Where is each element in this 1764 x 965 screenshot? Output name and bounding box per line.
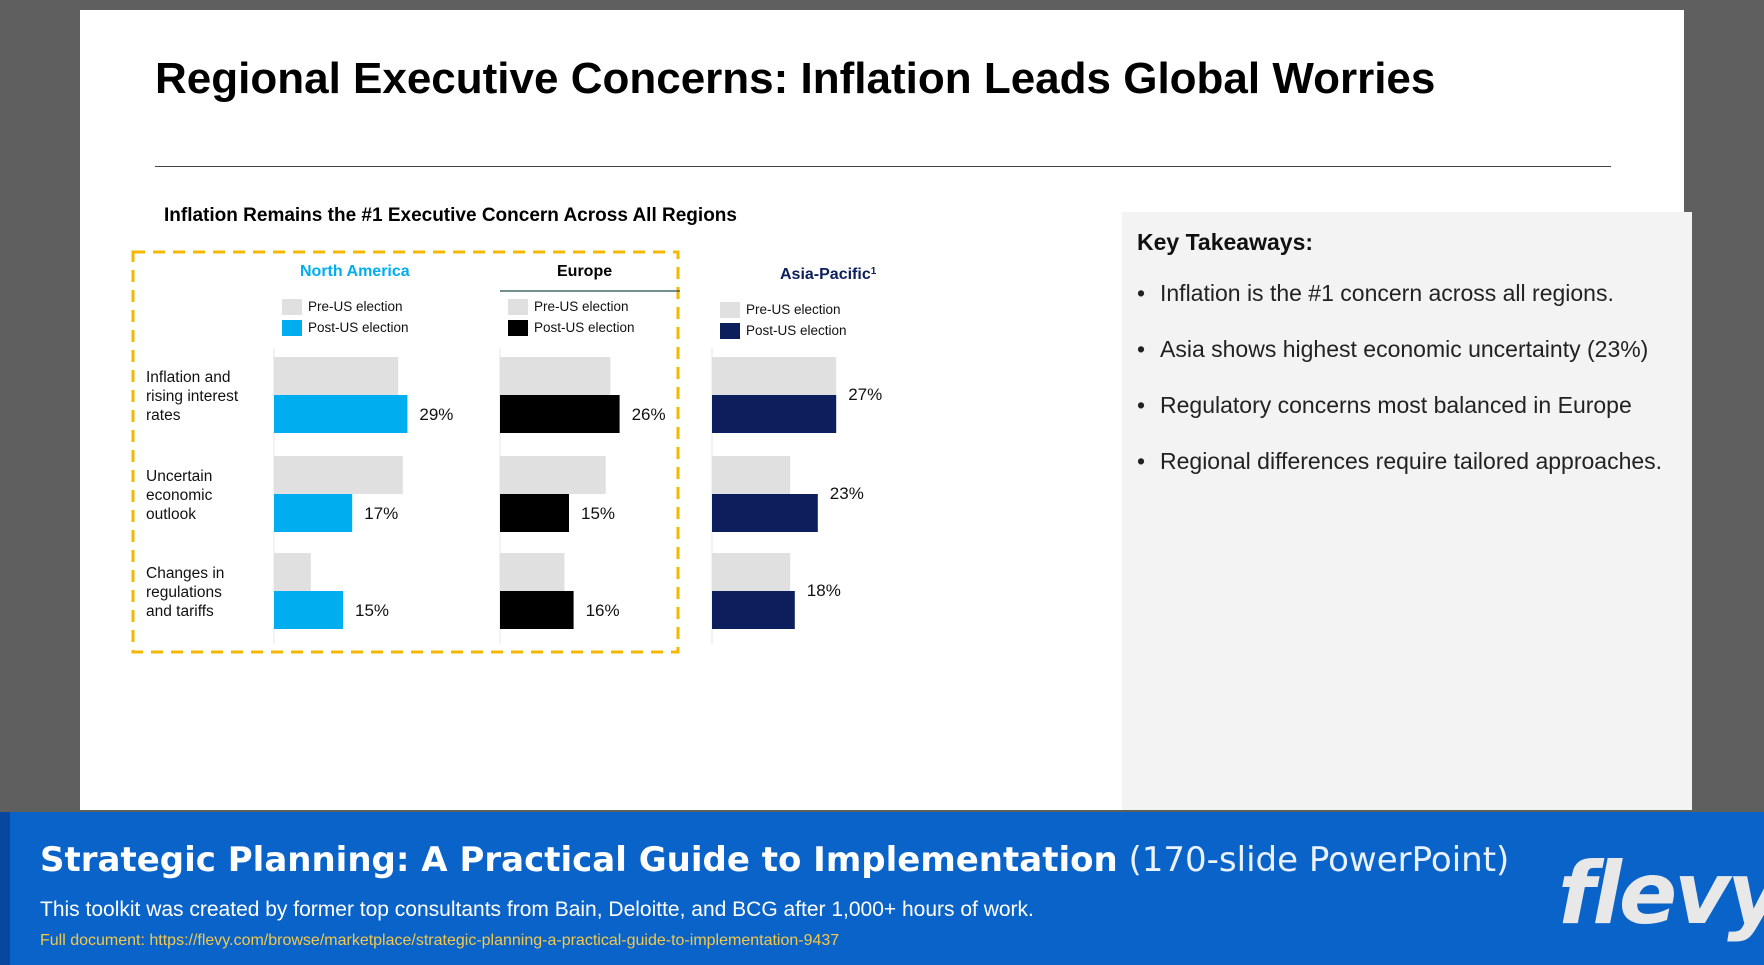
category-label: Uncertain bbox=[146, 468, 212, 485]
data-label: 17% bbox=[364, 504, 398, 523]
data-label: 16% bbox=[586, 601, 620, 620]
bar-pre-election bbox=[274, 357, 399, 395]
highlight-dashed-box bbox=[131, 250, 680, 654]
data-label: 15% bbox=[355, 601, 389, 620]
footer-heading-title: Strategic Planning: A Practical Guide to… bbox=[40, 840, 1118, 880]
data-label: 29% bbox=[419, 405, 453, 424]
bar-pre-election bbox=[500, 456, 606, 494]
bar-pre-election bbox=[712, 456, 791, 494]
category-label: rates bbox=[146, 407, 181, 424]
legend-label-pre: Pre-US election bbox=[746, 302, 841, 317]
bar-post-election bbox=[500, 591, 574, 629]
category-label: rising interest bbox=[146, 388, 239, 405]
category-label: Changes in bbox=[146, 565, 224, 582]
bar-post-election bbox=[712, 494, 818, 532]
category-label: outlook bbox=[146, 506, 196, 523]
key-takeaways-title: Key Takeaways: bbox=[1137, 229, 1314, 255]
bar-pre-election bbox=[500, 357, 611, 395]
region-title: Asia-Pacific1 bbox=[780, 266, 877, 283]
legend-label-post: Post-US election bbox=[534, 320, 635, 335]
bar-pre-election bbox=[274, 553, 311, 591]
data-label: 18% bbox=[807, 581, 841, 600]
bar-post-election bbox=[274, 494, 353, 532]
slide-title: Regional Executive Concerns: Inflation L… bbox=[155, 54, 1436, 103]
legend-swatch-post bbox=[720, 323, 740, 339]
promo-footer: Strategic Planning: A Practical Guide to… bbox=[0, 812, 1764, 965]
category-label: and tariffs bbox=[146, 603, 214, 620]
legend-swatch-post bbox=[508, 320, 528, 336]
legend-label-post: Post-US election bbox=[746, 323, 847, 338]
footer-description: This toolkit was created by former top c… bbox=[40, 898, 1034, 921]
legend-swatch-pre bbox=[720, 302, 740, 318]
category-label: Inflation and bbox=[146, 369, 230, 386]
legend-swatch-pre bbox=[282, 299, 302, 315]
region-title: Europe bbox=[557, 263, 612, 280]
bar-post-election bbox=[712, 591, 795, 629]
bar-post-election bbox=[712, 395, 837, 433]
footer-document-link[interactable]: Full document: https://flevy.com/browse/… bbox=[40, 932, 840, 949]
footer-heading: Strategic Planning: A Practical Guide to… bbox=[40, 840, 1509, 880]
data-label: 26% bbox=[632, 405, 666, 424]
takeaway-item: Inflation is the #1 concern across all r… bbox=[1137, 280, 1662, 336]
takeaway-item: Asia shows highest economic uncertainty … bbox=[1137, 336, 1662, 392]
bar-pre-election bbox=[274, 456, 403, 494]
region-title: North America bbox=[300, 263, 410, 280]
chart-title: Inflation Remains the #1 Executive Conce… bbox=[164, 205, 737, 226]
bar-post-election bbox=[500, 395, 620, 433]
key-takeaways-list: Inflation is the #1 concern across all r… bbox=[1137, 280, 1662, 504]
legend-label-pre: Pre-US election bbox=[308, 299, 403, 314]
legend-label-post: Post-US election bbox=[308, 320, 409, 335]
category-label: economic bbox=[146, 487, 213, 504]
data-label: 27% bbox=[848, 385, 882, 404]
footer-heading-suffix: (170-slide PowerPoint) bbox=[1128, 840, 1510, 880]
key-takeaways-panel: Key Takeaways: Inflation is the #1 conce… bbox=[1122, 212, 1692, 810]
bar-pre-election bbox=[500, 553, 565, 591]
bar-pre-election bbox=[712, 357, 837, 395]
data-label: 15% bbox=[581, 504, 615, 523]
legend-swatch-post bbox=[282, 320, 302, 336]
bar-pre-election bbox=[712, 553, 791, 591]
slide: Regional Executive Concerns: Inflation L… bbox=[80, 10, 1692, 810]
regional-concerns-chart: Inflation and rising interest rates Uncerta… bbox=[131, 250, 882, 654]
legend-label-pre: Pre-US election bbox=[534, 299, 629, 314]
title-divider bbox=[155, 166, 1611, 167]
bar-post-election bbox=[500, 494, 569, 532]
takeaway-item: Regional differences require tailored ap… bbox=[1137, 448, 1662, 504]
data-label: 23% bbox=[830, 484, 864, 503]
bar-post-election bbox=[274, 591, 343, 629]
flevy-logo: flevy bbox=[1558, 844, 1764, 944]
takeaway-item: Regulatory concerns most balanced in Eur… bbox=[1137, 392, 1662, 448]
bar-post-election bbox=[274, 395, 408, 433]
legend-swatch-pre bbox=[508, 299, 528, 315]
category-label: regulations bbox=[146, 584, 222, 601]
